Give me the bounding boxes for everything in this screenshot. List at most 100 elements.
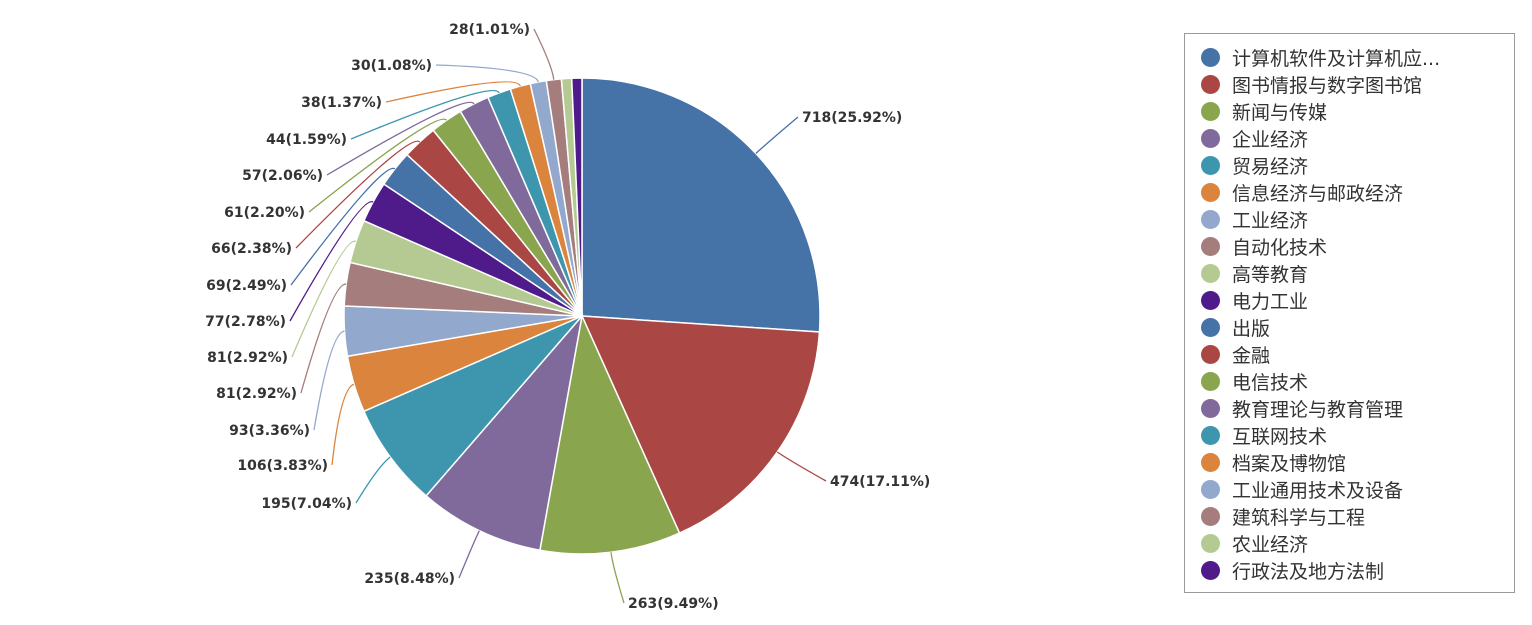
- legend-item[interactable]: 信息经济与邮政经济: [1201, 179, 1403, 206]
- slice-data-label-13: 61(2.20%): [224, 205, 305, 221]
- slice-connector-5: [355, 456, 391, 504]
- legend-item[interactable]: 新闻与传媒: [1201, 98, 1327, 125]
- legend-item[interactable]: 企业经济: [1201, 125, 1308, 152]
- legend-marker: [1201, 345, 1220, 364]
- legend-marker: [1201, 237, 1220, 256]
- legend-marker: [1201, 264, 1220, 283]
- slice-data-label-15: 44(1.59%): [266, 132, 347, 148]
- legend-label: 电信技术: [1232, 372, 1309, 394]
- slice-data-label-7: 93(3.36%): [229, 423, 310, 439]
- pie-slice-20[interactable]: [570, 77, 583, 317]
- legend-label: 新闻与传媒: [1232, 102, 1328, 124]
- legend-label: 建筑科学与工程: [1232, 507, 1366, 529]
- legend-item[interactable]: 互联网技术: [1201, 422, 1327, 449]
- slice-data-label-8: 81(2.92%): [216, 386, 297, 402]
- slice-connector-14: [326, 101, 475, 176]
- slice-data-label-9: 81(2.92%): [207, 350, 288, 366]
- legend-item[interactable]: 建筑科学与工程: [1201, 503, 1365, 530]
- slice-data-label-1: 718(25.92%): [802, 110, 902, 126]
- slice-data-label-5: 195(7.04%): [261, 496, 352, 512]
- slice-connector-18: [533, 28, 555, 80]
- legend-label: 金融: [1232, 345, 1271, 367]
- legend-label: 工业通用技术及设备: [1232, 480, 1404, 502]
- slice-connector-10: [289, 201, 374, 322]
- legend-marker: [1201, 75, 1220, 94]
- slice-data-label-14: 57(2.06%): [242, 168, 323, 184]
- legend-marker: [1201, 426, 1220, 445]
- legend-label: 计算机软件及计算机应...: [1232, 48, 1441, 70]
- legend-label: 教育理论与教育管理: [1232, 399, 1404, 421]
- slice-connector-4: [458, 530, 480, 579]
- legend-item[interactable]: 出版: [1201, 314, 1270, 341]
- legend-marker: [1201, 561, 1220, 580]
- legend-marker: [1201, 210, 1220, 229]
- legend-marker: [1201, 183, 1220, 202]
- legend-marker: [1201, 291, 1220, 310]
- legend-item[interactable]: 行政法及地方法制: [1201, 557, 1384, 584]
- slice-data-label-4: 235(8.48%): [364, 571, 455, 587]
- slice-connector-9: [291, 240, 357, 358]
- legend-item[interactable]: 教育理论与教育管理: [1201, 395, 1403, 422]
- legend-label: 高等教育: [1232, 264, 1309, 286]
- slice-data-label-3: 263(9.49%): [628, 596, 719, 612]
- legend-marker: [1201, 129, 1220, 148]
- legend-label: 电力工业: [1232, 291, 1309, 313]
- slice-connector-1: [755, 116, 799, 154]
- legend-marker: [1201, 534, 1220, 553]
- pie-slice-5[interactable]: [362, 315, 583, 497]
- slice-connector-7: [313, 330, 345, 431]
- slice-data-label-16: 38(1.37%): [301, 95, 382, 111]
- legend-item[interactable]: 档案及博物馆: [1201, 449, 1346, 476]
- slice-data-label-10: 77(2.78%): [205, 314, 286, 330]
- slice-connector-3: [610, 552, 625, 604]
- legend-label: 企业经济: [1232, 129, 1309, 151]
- slice-connector-8: [300, 283, 347, 394]
- slice-connector-11: [290, 167, 396, 286]
- legend-marker: [1201, 102, 1220, 121]
- legend-item[interactable]: 高等教育: [1201, 260, 1308, 287]
- legend-item[interactable]: 工业通用技术及设备: [1201, 476, 1403, 503]
- legend-item[interactable]: 图书情报与数字图书馆: [1201, 71, 1422, 98]
- slice-data-label-6: 106(3.83%): [237, 458, 328, 474]
- legend-item[interactable]: 计算机软件及计算机应...: [1201, 44, 1440, 71]
- legend-item[interactable]: 自动化技术: [1201, 233, 1327, 260]
- pie-slice-1[interactable]: [581, 77, 821, 333]
- slice-data-label-11: 69(2.49%): [206, 278, 287, 294]
- legend-label: 工业经济: [1232, 210, 1309, 232]
- legend-label: 自动化技术: [1232, 237, 1328, 259]
- slice-connector-17: [435, 64, 539, 83]
- legend-marker: [1201, 48, 1220, 67]
- legend-marker: [1201, 318, 1220, 337]
- legend-item[interactable]: 电信技术: [1201, 368, 1308, 395]
- legend-marker: [1201, 453, 1220, 472]
- slice-connector-15: [350, 89, 500, 140]
- slice-connector-13: [308, 118, 448, 213]
- legend-marker: [1201, 480, 1220, 499]
- legend-item[interactable]: 电力工业: [1201, 287, 1308, 314]
- slice-connector-12: [295, 140, 421, 249]
- legend-label: 互联网技术: [1232, 426, 1328, 448]
- legend-marker: [1201, 507, 1220, 526]
- chart-legend: 计算机软件及计算机应... 图书情报与数字图书馆 新闻与传媒企业经济贸易经济信息经济…: [1184, 33, 1515, 593]
- slice-data-label-2: 474(17.11%): [830, 474, 930, 490]
- legend-label: 档案及博物馆: [1232, 453, 1347, 475]
- legend-label: 信息经济与邮政经济: [1232, 183, 1404, 205]
- legend-marker: [1201, 399, 1220, 418]
- legend-marker: [1201, 372, 1220, 391]
- slice-data-label-18: 28(1.01%): [449, 22, 530, 38]
- legend-label: 农业经济: [1232, 534, 1309, 556]
- legend-item[interactable]: 农业经济: [1201, 530, 1308, 557]
- legend-label: 图书情报与数字图书馆: [1232, 75, 1423, 97]
- slice-connector-2: [776, 451, 827, 482]
- legend-label: 贸易经济: [1232, 156, 1309, 178]
- legend-item[interactable]: 工业经济: [1201, 206, 1308, 233]
- legend-item[interactable]: 贸易经济: [1201, 152, 1308, 179]
- legend-marker: [1201, 156, 1220, 175]
- slice-data-label-17: 30(1.08%): [351, 58, 432, 74]
- legend-label: 行政法及地方法制: [1232, 561, 1385, 583]
- pie-slice-2[interactable]: [580, 315, 821, 535]
- legend-item[interactable]: 金融: [1201, 341, 1270, 368]
- slice-connector-6: [331, 383, 355, 466]
